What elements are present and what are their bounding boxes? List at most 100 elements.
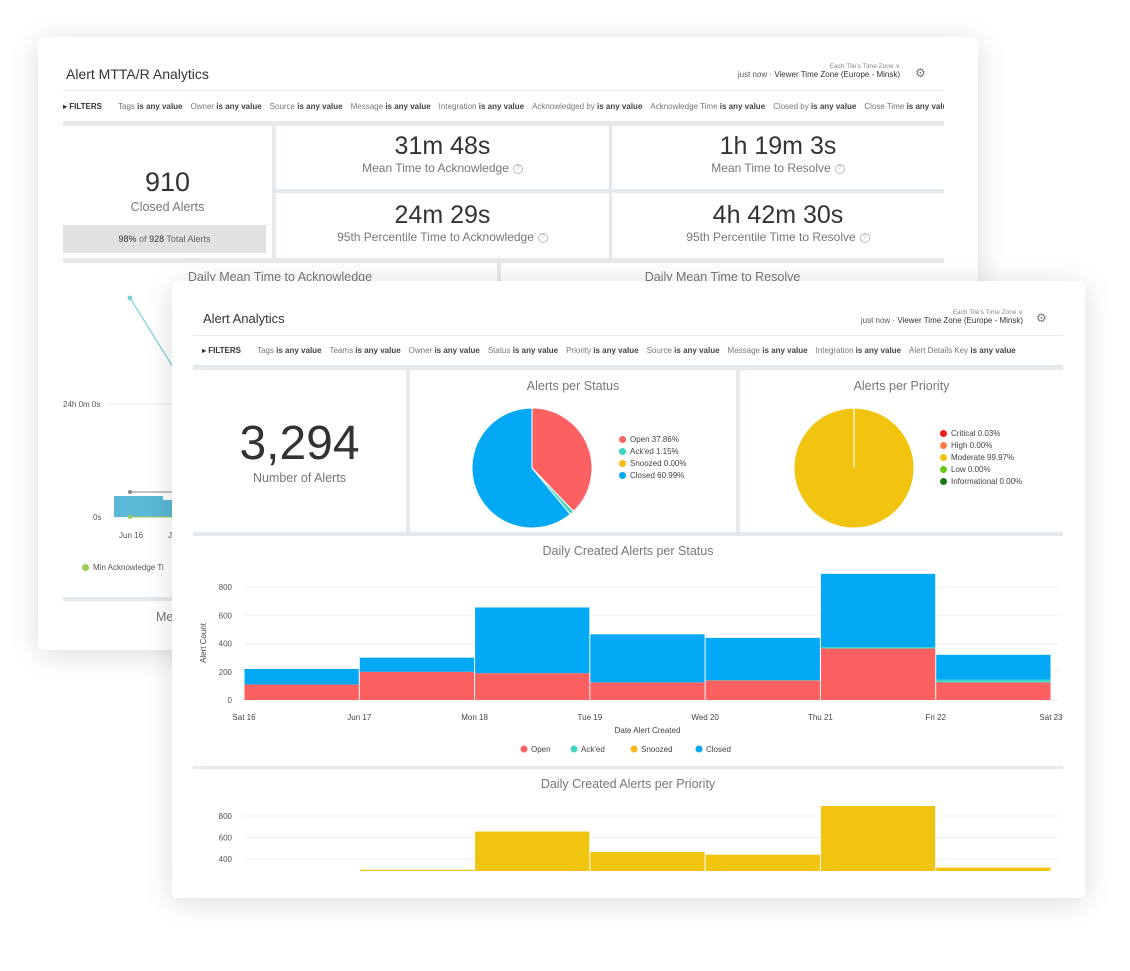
metric-tile[interactable]: 31m 48s Mean Time to Acknowledge? [276,126,609,189]
legend-dot [940,442,947,449]
filter-value: is any value [512,346,559,355]
bar-segment-closed[interactable] [820,573,936,648]
filter-chip[interactable]: Message is any value [351,102,431,111]
y-tick-label: 400 [219,855,233,864]
bar-segment-open[interactable] [244,684,359,700]
help-icon[interactable]: ? [834,163,845,174]
filter-chip[interactable]: Tags is any value [257,346,322,355]
legend-dot[interactable] [630,745,638,753]
bar-segment-closed[interactable] [359,657,475,672]
filter-chip[interactable]: Close Time is any value [864,102,944,111]
filter-value: is any value [970,346,1016,355]
metric-label: Mean Time to Resolve [711,161,831,175]
pie-slice[interactable] [793,407,915,529]
filter-chip[interactable]: Source is any value [647,346,720,355]
gear-icon[interactable]: ⚙ [1036,311,1047,325]
filter-chip[interactable]: Integration is any value [439,102,524,111]
legend-dot [940,430,947,437]
filter-chip[interactable]: Closed by is any value [773,102,856,111]
y-tick: 0s [93,513,102,522]
filter-chip[interactable]: Acknowledged by is any value [532,102,642,111]
filter-chip[interactable]: Owner is any value [409,346,480,355]
bar[interactable] [475,831,590,871]
legend-dot[interactable] [695,745,703,753]
chart-title: Alerts per Status [526,379,620,393]
legend-dot[interactable] [520,745,528,753]
alert-count-tile[interactable]: 3,294 Number of Alerts [193,370,406,532]
filter-chip[interactable]: Tags is any value [118,102,183,111]
filter-chip[interactable]: Integration is any value [816,346,901,355]
legend-item[interactable]: Critical 0.03% [940,428,1022,440]
bar-segment-open[interactable] [475,673,590,700]
legend-item[interactable]: Snoozed 0.00% [619,458,687,470]
filter-chip[interactable]: Alert Details Key is any value [909,346,1016,355]
filter-value: is any value [906,102,944,111]
y-tick-label: 200 [219,668,233,677]
legend-dot [940,454,947,461]
bar-segment-closed[interactable] [705,637,820,681]
filter-chip[interactable]: Priority is any value [566,346,638,355]
legend-item[interactable]: Closed 60.99% [619,470,687,482]
legend-dot[interactable] [570,745,578,753]
metric-tile[interactable]: 1h 19m 3s Mean Time to Resolve? [612,126,944,189]
bar[interactable] [359,869,475,871]
bar-segment-closed[interactable] [590,634,705,683]
filter-value: is any value [216,102,262,111]
bar-segment-closed[interactable] [475,607,590,674]
bar-segment-open[interactable] [359,671,475,700]
legend-label[interactable]: Ack'ed [581,745,605,754]
help-icon[interactable]: ? [537,232,548,243]
closed-alerts-tile[interactable]: 910 Closed Alerts 98% of 928 Total Alert… [63,126,272,258]
bar[interactable] [705,854,820,871]
filter-chip[interactable]: Teams is any value [330,346,401,355]
filter-chip[interactable]: Owner is any value [191,102,262,111]
bar-segment-open[interactable] [936,682,1051,700]
bar-segment-acked[interactable] [820,647,936,649]
gear-icon[interactable]: ⚙ [915,66,926,80]
time-zone-selector[interactable]: Each Tile's Time Zone ∨ just now · Viewe… [738,62,900,79]
metric-label: 95th Percentile Time to Resolve [686,230,856,244]
filter-chip[interactable]: Source is any value [270,102,343,111]
alert-count-label: Number of Alerts [252,471,347,485]
bar[interactable] [936,867,1051,871]
bar[interactable] [820,806,936,871]
filters-toggle[interactable]: ▸ FILTERS [63,102,102,111]
priority-pie-tile[interactable]: Alerts per Priority Critical 0.03% High 0… [740,370,1063,532]
legend-label[interactable]: Open [531,745,551,754]
filters-bar[interactable]: ▸ FILTERS Tags is any value Owner is any v… [63,102,944,111]
legend-item[interactable]: Ack'ed 1.15% [619,446,687,458]
filters-bar[interactable]: ▸ FILTERS Tags is any value Teams is any v… [202,346,1063,355]
metric-tile[interactable]: 24m 29s 95th Percentile Time to Acknowle… [276,193,609,258]
legend-item[interactable]: High 0.00% [940,440,1022,452]
bar-segment-closed[interactable] [936,654,1051,680]
bar-segment-acked[interactable] [936,679,1051,683]
bar[interactable] [590,852,705,871]
metric-tile[interactable]: 4h 42m 30s 95th Percentile Time to Resol… [612,193,944,258]
legend-item[interactable]: Open 37.86% [619,434,687,446]
filter-chip[interactable]: Status is any value [488,346,558,355]
time-zone-selector[interactable]: Each Tile's Time Zone ∨ just now · Viewe… [861,308,1023,325]
tz-value: Viewer Time Zone (Europe - Minsk) [774,70,900,79]
bar-segment-open[interactable] [705,680,820,700]
legend-item[interactable]: Informational 0.00% [940,476,1022,488]
kpi-grid: 910 Closed Alerts 98% of 928 Total Alert… [63,126,944,263]
filter-value: is any value [810,102,857,111]
legend-dot [82,564,89,571]
bar-segment-open[interactable] [590,682,705,700]
pie-slice[interactable] [531,407,593,513]
filters-toggle[interactable]: ▸ FILTERS [202,346,241,355]
legend-item[interactable]: Low 0.00% [940,464,1022,476]
pie-slice[interactable] [471,407,571,529]
y-tick-label: 400 [219,640,233,649]
help-icon[interactable]: ? [859,232,870,243]
legend-label[interactable]: Closed [706,745,731,754]
legend-item[interactable]: Moderate 99.97% [940,452,1022,464]
status-pie-tile[interactable]: Alerts per Status Open 37.86% Ack'ed 1.15… [410,370,736,532]
legend-label[interactable]: Snoozed [641,745,673,754]
bar-segment-closed[interactable] [244,668,359,685]
bar-segment-open[interactable] [820,648,936,700]
filter-chip[interactable]: Acknowledge Time is any value [650,102,765,111]
help-icon[interactable]: ? [512,163,523,174]
filter-chip[interactable]: Message is any value [728,346,808,355]
legend-item[interactable]: Min Acknowledge Ti [82,563,164,572]
